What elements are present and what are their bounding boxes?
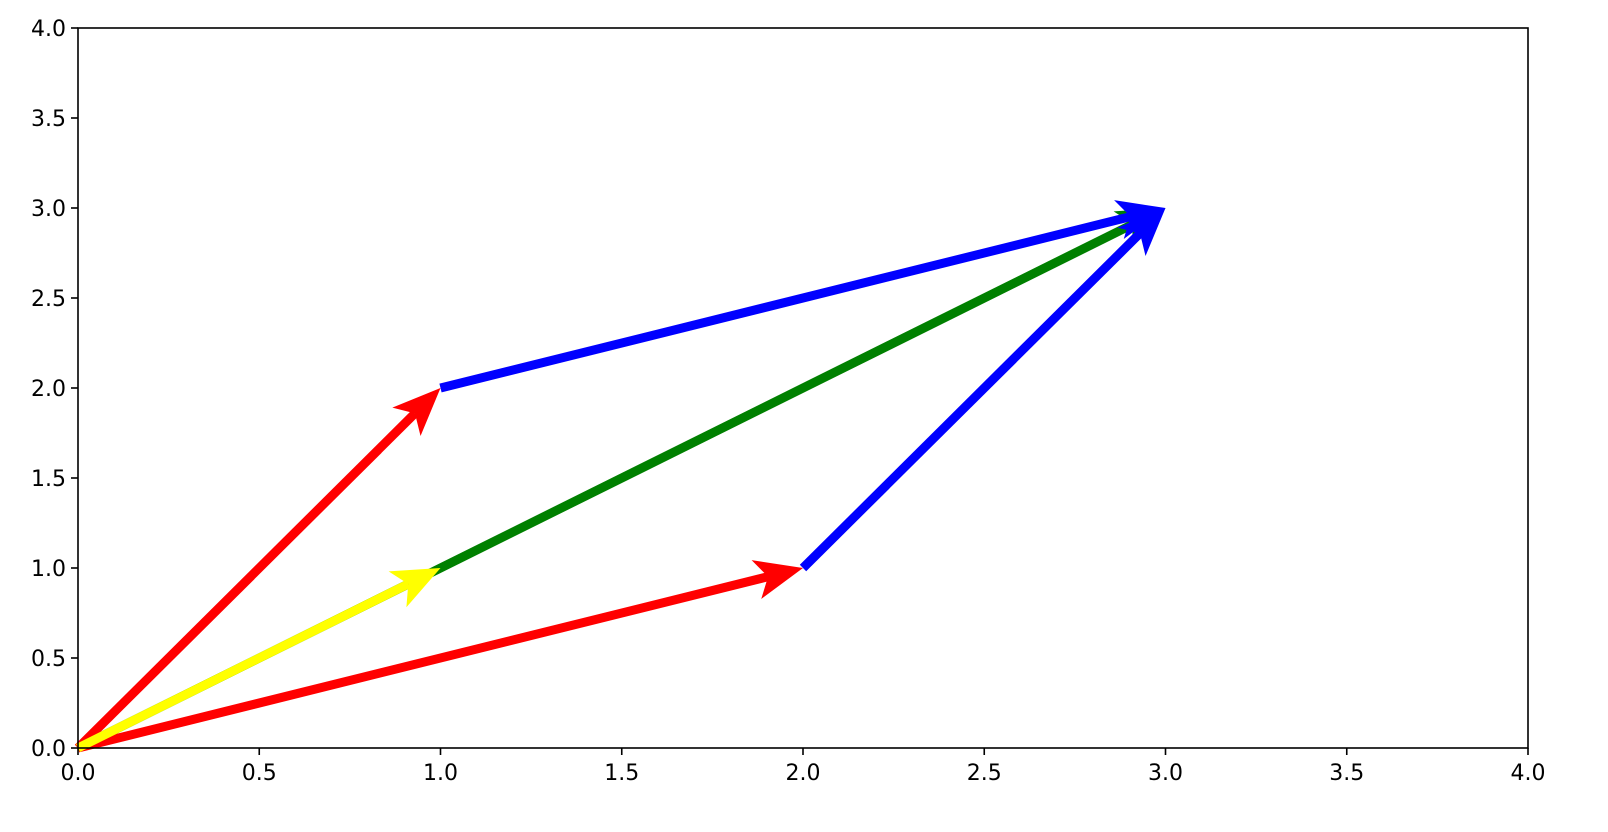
arrow-shaft xyxy=(799,230,1144,572)
x-tick-label: 1.0 xyxy=(423,761,458,786)
y-tick-label: 0.0 xyxy=(31,737,66,762)
x-tick-label: 3.5 xyxy=(1329,761,1364,786)
arrow-shaft xyxy=(439,212,1132,393)
x-tick-label: 0.0 xyxy=(61,761,96,786)
y-tick-label: 3.5 xyxy=(31,107,66,132)
arrow-head xyxy=(751,560,803,599)
y-tick-label: 2.0 xyxy=(31,377,66,402)
y-tick-label: 4.0 xyxy=(31,17,66,42)
arrow-head xyxy=(388,568,441,608)
arrow-shaft xyxy=(75,579,411,753)
y-tick-label: 2.5 xyxy=(31,287,66,312)
arrow xyxy=(76,560,803,753)
arrow xyxy=(75,568,441,753)
y-tick-label: 0.5 xyxy=(31,647,66,672)
x-tick-label: 0.5 xyxy=(242,761,277,786)
arrow-head xyxy=(1117,208,1166,257)
arrow-shaft xyxy=(76,572,770,753)
x-tick-label: 4.0 xyxy=(1511,761,1546,786)
y-tick-label: 1.5 xyxy=(31,467,66,492)
y-tick-label: 1.0 xyxy=(31,557,66,582)
x-tick-label: 2.5 xyxy=(967,761,1002,786)
arrow-shaft xyxy=(74,410,419,752)
x-tick-label: 1.5 xyxy=(604,761,639,786)
x-tick-label: 3.0 xyxy=(1148,761,1183,786)
y-tick-label: 3.0 xyxy=(31,197,66,222)
arrow xyxy=(74,388,441,752)
x-tick-label: 2.0 xyxy=(786,761,821,786)
arrow xyxy=(799,208,1166,572)
arrow-head xyxy=(392,388,441,437)
